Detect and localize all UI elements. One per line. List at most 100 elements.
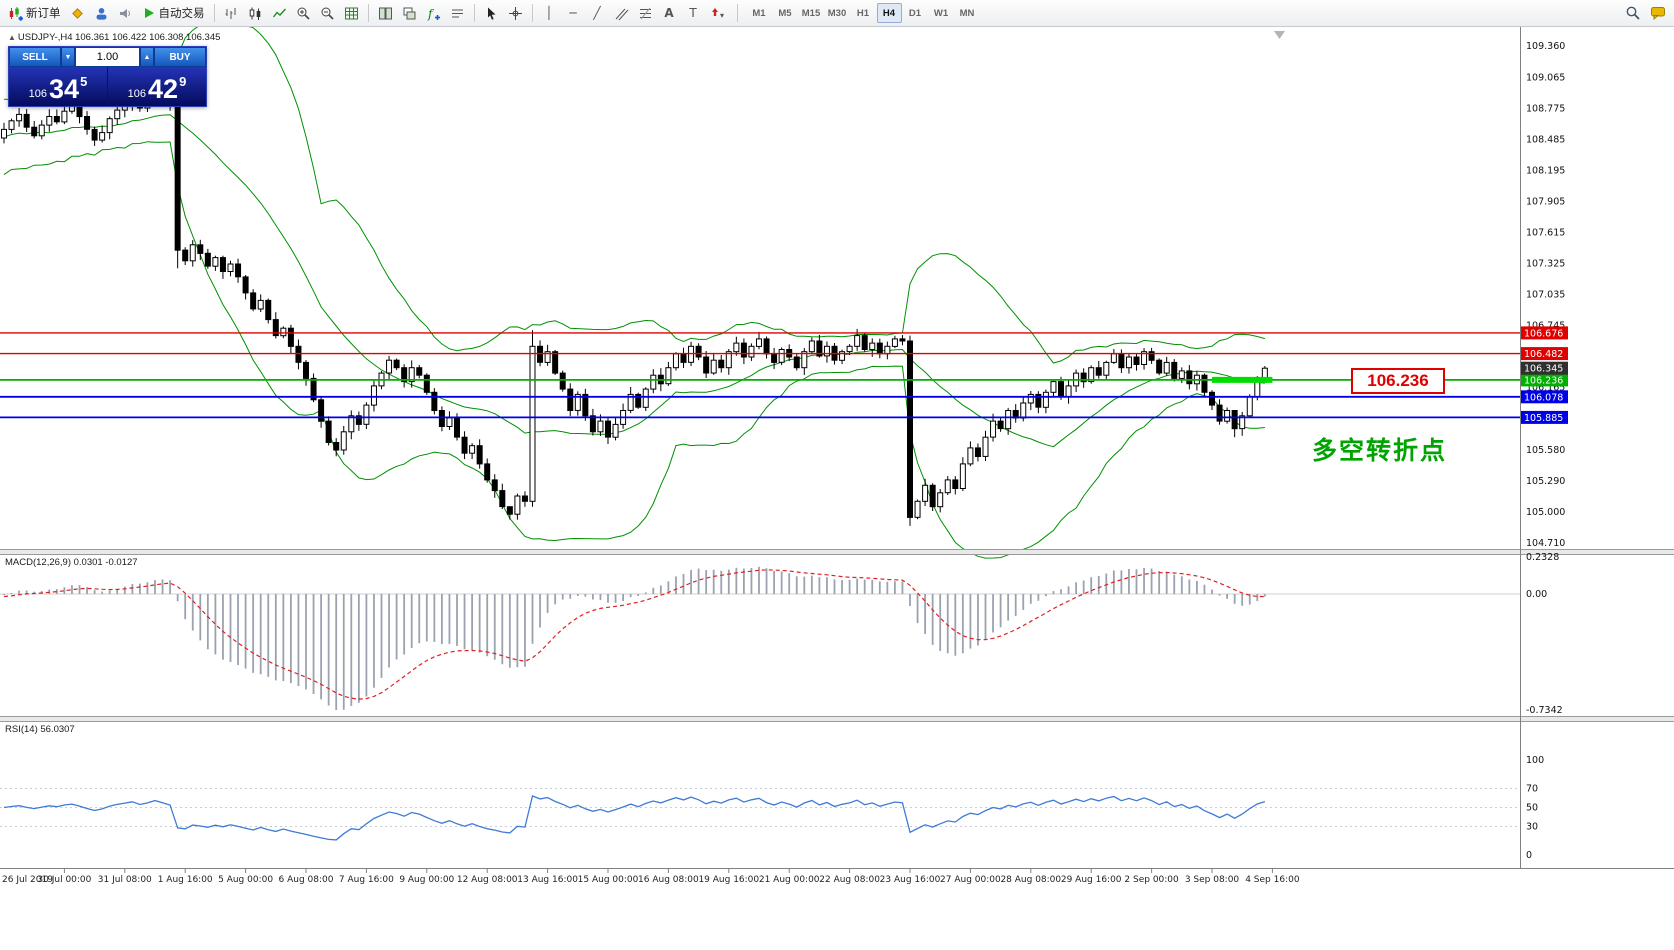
svg-text:104.710: 104.710 <box>1526 538 1565 549</box>
price-tag-106.676: 106.676 <box>1521 326 1568 340</box>
vertical-line-button[interactable]: │ <box>545 6 553 20</box>
svg-text:16 Aug 08:00: 16 Aug 08:00 <box>638 875 699 885</box>
chart-canvas[interactable]: 109.360 109.065 108.775 108.485 108.195 107.9… <box>0 27 1674 950</box>
tf-m1-button[interactable]: M1 <box>752 7 766 19</box>
bollinger-bands <box>3 27 1265 559</box>
new-order-label: 新订单 <box>26 8 61 20</box>
autotrading-label: 自动交易 <box>158 8 205 20</box>
arrows-icon: ▾ <box>711 7 724 20</box>
buy-button[interactable]: BUY <box>154 47 206 67</box>
svg-text:5 Aug 00:00: 5 Aug 00:00 <box>218 875 273 885</box>
tf-h4-button[interactable]: H4 <box>876 3 902 23</box>
svg-text:29 Aug 16:00: 29 Aug 16:00 <box>1061 875 1122 885</box>
svg-text:0.00: 0.00 <box>1526 589 1547 600</box>
bar-chart-button[interactable] <box>220 2 243 24</box>
indicators-icon: f <box>427 7 440 21</box>
svg-text:9 Aug 00:00: 9 Aug 00:00 <box>399 875 454 885</box>
zoom-in-button[interactable] <box>292 2 315 24</box>
autotrading-button[interactable]: 自动交易 <box>138 2 209 24</box>
line-chart-icon <box>272 8 286 17</box>
crosshair-icon <box>508 6 522 20</box>
sell-price-prefix: 106 <box>28 88 48 100</box>
sell-button[interactable]: SELL <box>9 47 61 67</box>
speaker-icon <box>119 8 130 18</box>
channel-button[interactable] <box>610 2 633 24</box>
svg-text:28 Aug 08:00: 28 Aug 08:00 <box>1000 875 1061 885</box>
buy-price-display[interactable]: 106 42 9 <box>108 67 206 106</box>
svg-text:108.195: 108.195 <box>1526 166 1565 177</box>
svg-text:-0.7342: -0.7342 <box>1526 705 1563 716</box>
chat-button[interactable] <box>1646 2 1670 24</box>
svg-text:26 Jul 2019: 26 Jul 2019 <box>2 875 53 885</box>
text-button[interactable]: A <box>664 6 674 20</box>
svg-text:107.615: 107.615 <box>1526 228 1565 239</box>
volume-increase-button[interactable]: ▲ <box>140 47 154 67</box>
zoom-out-button[interactable] <box>316 2 339 24</box>
cursor-button[interactable] <box>480 2 503 24</box>
svg-text:13 Aug 16:00: 13 Aug 16:00 <box>517 875 578 885</box>
volume-input[interactable] <box>75 47 140 67</box>
macd-axis[interactable]: 0.2328 0.00 -0.7342 <box>1526 552 1563 716</box>
price-axis[interactable]: 109.360 109.065 108.775 108.485 108.195 107.9… <box>1526 41 1565 549</box>
tf-m30-button[interactable]: M30 <box>827 7 847 19</box>
svg-text:106.345: 106.345 <box>1524 364 1563 375</box>
symbol-marker-icon: ▲ <box>8 33 16 42</box>
tf-m5-button[interactable]: M5 <box>778 7 792 19</box>
svg-text:23 Aug 16:00: 23 Aug 16:00 <box>880 875 941 885</box>
tf-mn-button[interactable]: MN <box>959 7 975 19</box>
indicators-button[interactable]: f <box>422 2 445 24</box>
svg-text:109.065: 109.065 <box>1526 73 1565 84</box>
alerts-button[interactable] <box>114 2 137 24</box>
sell-price-display[interactable]: 106 34 5 <box>9 67 107 106</box>
toolbar-separator <box>473 4 475 22</box>
buy-price-sup: 9 <box>179 74 187 89</box>
svg-text:105.885: 105.885 <box>1524 413 1563 424</box>
svg-text:6 Aug 08:00: 6 Aug 08:00 <box>279 875 334 885</box>
svg-text:106.745: 106.745 <box>1526 320 1565 331</box>
svg-text:100: 100 <box>1526 755 1544 766</box>
timeframe-group: M1 M5 M15 M30 H1 H4 D1 W1 MN <box>747 3 980 23</box>
tf-h1-button[interactable]: H1 <box>856 7 870 19</box>
svg-text:109.360: 109.360 <box>1526 41 1565 52</box>
price-level-annotation[interactable]: 106.236 <box>1351 368 1445 394</box>
fibonacci-button[interactable] <box>634 2 657 24</box>
candlestick-chart-button[interactable] <box>244 2 267 24</box>
grid-button[interactable] <box>340 2 363 24</box>
new-order-button[interactable]: 新订单 <box>4 2 65 24</box>
text-label-button[interactable]: T <box>689 6 697 20</box>
macd-histogram <box>3 566 1266 710</box>
autotrading-play-icon <box>144 8 154 18</box>
fibonacci-icon <box>639 7 651 19</box>
search-button[interactable] <box>1621 2 1645 24</box>
tile-windows-button[interactable] <box>374 2 397 24</box>
cascade-windows-button[interactable] <box>398 2 421 24</box>
rsi-axis[interactable]: 100 70 50 30 0 <box>1526 755 1544 861</box>
chart-shift-marker-icon[interactable] <box>1274 31 1285 39</box>
volume-decrease-button[interactable]: ▼ <box>61 47 75 67</box>
svg-text:30: 30 <box>1526 822 1538 833</box>
buy-price-prefix: 106 <box>127 88 147 100</box>
tf-w1-button[interactable]: W1 <box>933 7 949 19</box>
horizontal-line-button[interactable]: ─ <box>569 6 577 20</box>
svg-text:3 Sep 08:00: 3 Sep 08:00 <box>1185 875 1240 885</box>
line-chart-button[interactable] <box>268 2 291 24</box>
new-chart-button[interactable] <box>66 2 89 24</box>
trendline-button[interactable]: ╱ <box>593 6 601 20</box>
arrows-button[interactable]: ▾ <box>706 2 732 24</box>
svg-text:7 Aug 16:00: 7 Aug 16:00 <box>339 875 394 885</box>
profiles-button[interactable] <box>90 2 113 24</box>
svg-text:107.035: 107.035 <box>1526 289 1565 300</box>
price-tag-106.078: 106.078 <box>1521 390 1568 404</box>
svg-text:106.236: 106.236 <box>1524 375 1563 386</box>
svg-text:19 Aug 16:00: 19 Aug 16:00 <box>698 875 759 885</box>
rsi-line <box>3 795 1266 841</box>
svg-text:108.775: 108.775 <box>1526 104 1565 115</box>
objects-list-button[interactable] <box>446 2 469 24</box>
cascade-windows-icon <box>403 7 415 19</box>
tf-m15-button[interactable]: M15 <box>801 7 821 19</box>
turning-point-annotation[interactable]: 多空转折点 <box>1312 437 1448 465</box>
tf-d1-button[interactable]: D1 <box>908 7 922 19</box>
crosshair-button[interactable] <box>504 2 527 24</box>
